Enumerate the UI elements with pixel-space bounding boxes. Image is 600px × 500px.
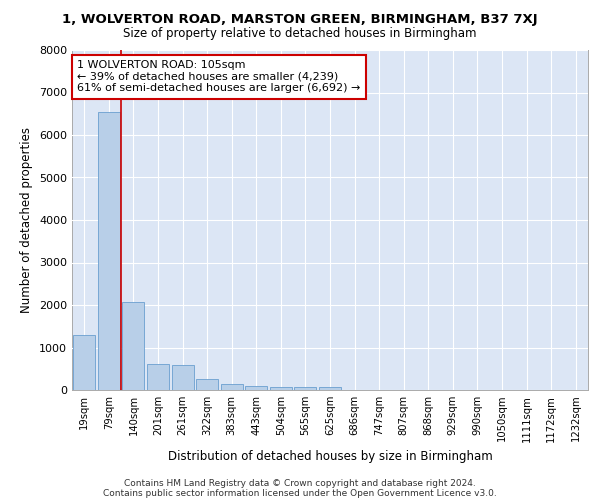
Bar [122, 302, 145, 390]
Text: Contains public sector information licensed under the Open Government Licence v3: Contains public sector information licen… [103, 488, 497, 498]
Bar [319, 388, 341, 390]
Y-axis label: Number of detached properties: Number of detached properties [20, 127, 34, 313]
Text: 1, WOLVERTON ROAD, MARSTON GREEN, BIRMINGHAM, B37 7XJ: 1, WOLVERTON ROAD, MARSTON GREEN, BIRMIN… [62, 12, 538, 26]
Bar [196, 379, 218, 390]
X-axis label: Distribution of detached houses by size in Birmingham: Distribution of detached houses by size … [167, 450, 493, 463]
Bar [295, 387, 316, 390]
Text: 1 WOLVERTON ROAD: 105sqm
← 39% of detached houses are smaller (4,239)
61% of sem: 1 WOLVERTON ROAD: 105sqm ← 39% of detach… [77, 60, 361, 94]
Bar [221, 384, 243, 390]
Bar [73, 335, 95, 390]
Bar [98, 112, 120, 390]
Text: Size of property relative to detached houses in Birmingham: Size of property relative to detached ho… [123, 28, 477, 40]
Bar [245, 386, 268, 390]
Bar [270, 387, 292, 390]
Bar [172, 364, 194, 390]
Bar [147, 364, 169, 390]
Text: Contains HM Land Registry data © Crown copyright and database right 2024.: Contains HM Land Registry data © Crown c… [124, 478, 476, 488]
